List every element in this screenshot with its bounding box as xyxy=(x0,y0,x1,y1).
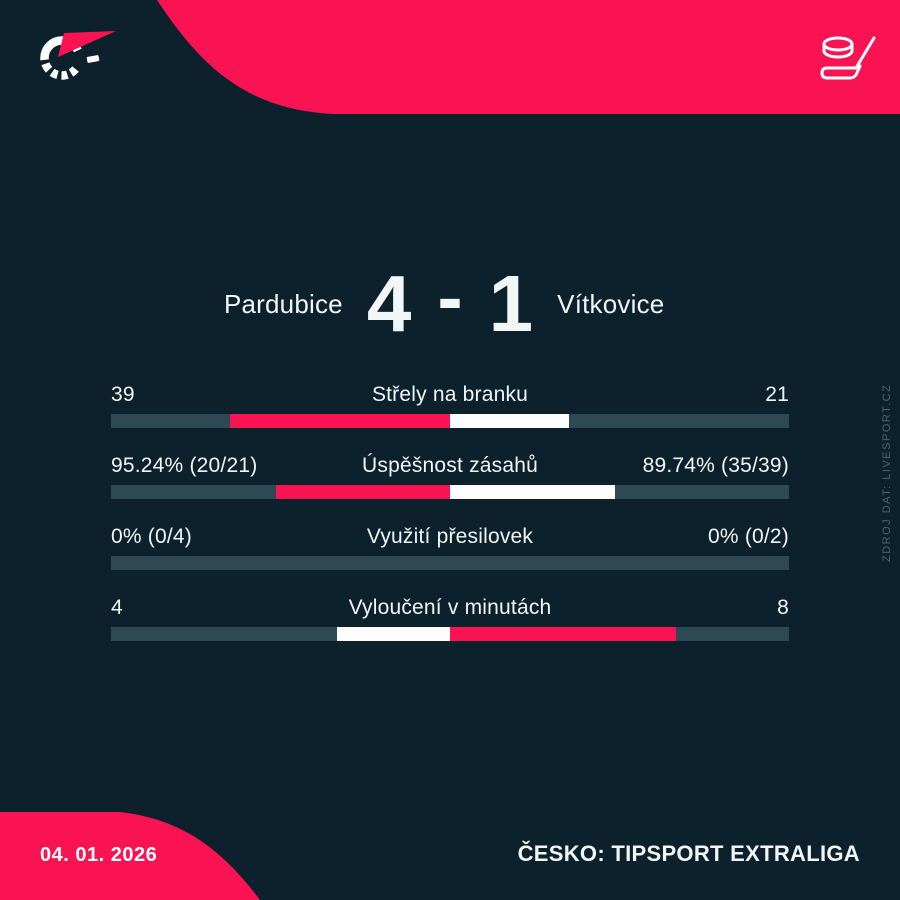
home-stat-value: 39 xyxy=(111,383,135,406)
away-stat-value: 8 xyxy=(777,596,789,619)
home-bar-segment xyxy=(336,627,450,641)
stats-list: 39 Střely na branku 21 95.24% (20/21) Ús… xyxy=(111,383,789,667)
stat-label: Střely na branku xyxy=(371,383,529,406)
away-bar-segment xyxy=(450,414,569,428)
stat-text-row: 95.24% (20/21) Úspěšnost zásahů 89.74% (… xyxy=(111,454,789,478)
stat-row: 95.24% (20/21) Úspěšnost zásahů 89.74% (… xyxy=(111,454,789,499)
stat-label: Využití přesilovek xyxy=(366,525,534,548)
away-bar-segment xyxy=(450,627,676,641)
header-swoosh xyxy=(157,0,900,114)
league-name: ČESKO: TIPSPORT EXTRALIGA xyxy=(517,841,860,866)
hockey-stick-puck-icon xyxy=(820,36,876,80)
scoreboard: Pardubice 4 - 1 Vítkovice xyxy=(0,259,900,348)
stat-bar xyxy=(111,627,789,641)
away-bar-segment xyxy=(450,485,615,499)
stat-text-row: 4 Vyloučení v minutách 8 xyxy=(111,596,789,620)
score-separator: - xyxy=(437,255,463,340)
stat-row: 4 Vyloučení v minutách 8 xyxy=(111,596,789,641)
away-stat-value: 21 xyxy=(765,383,789,406)
stat-bar xyxy=(111,556,789,570)
away-stat-value: 89.74% (35/39) xyxy=(642,454,789,477)
away-stat-value: 0% (0/2) xyxy=(708,525,789,548)
stat-label: Vyloučení v minutách xyxy=(348,596,552,619)
match-date: 04. 01. 2026 xyxy=(40,844,158,866)
home-bar-segment xyxy=(229,414,450,428)
stat-row: 39 Střely na branku 21 xyxy=(111,383,789,428)
stat-text-row: 0% (0/4) Využití přesilovek 0% (0/2) xyxy=(111,525,789,549)
stat-text-row: 39 Střely na branku 21 xyxy=(111,383,789,407)
stat-bar xyxy=(111,414,789,428)
source-watermark: ZDROJ DAT: LIVESPORT.CZ xyxy=(881,383,893,562)
stat-bar xyxy=(111,485,789,499)
home-stat-value: 4 xyxy=(111,596,123,619)
home-stat-value: 0% (0/4) xyxy=(111,525,192,548)
livesport-logo-icon xyxy=(40,31,116,80)
stat-label: Úspěšnost zásahů xyxy=(362,454,538,477)
home-team-name: Pardubice xyxy=(223,288,343,319)
home-score: 4 xyxy=(366,259,412,348)
match-score: 4 - 1 xyxy=(343,259,557,348)
away-score: 1 xyxy=(488,259,534,348)
footer-swoosh xyxy=(0,812,260,900)
stat-row: 0% (0/4) Využití přesilovek 0% (0/2) xyxy=(111,525,789,570)
home-bar-segment xyxy=(275,485,450,499)
away-team-name: Vítkovice xyxy=(557,288,665,319)
home-stat-value: 95.24% (20/21) xyxy=(111,454,258,477)
